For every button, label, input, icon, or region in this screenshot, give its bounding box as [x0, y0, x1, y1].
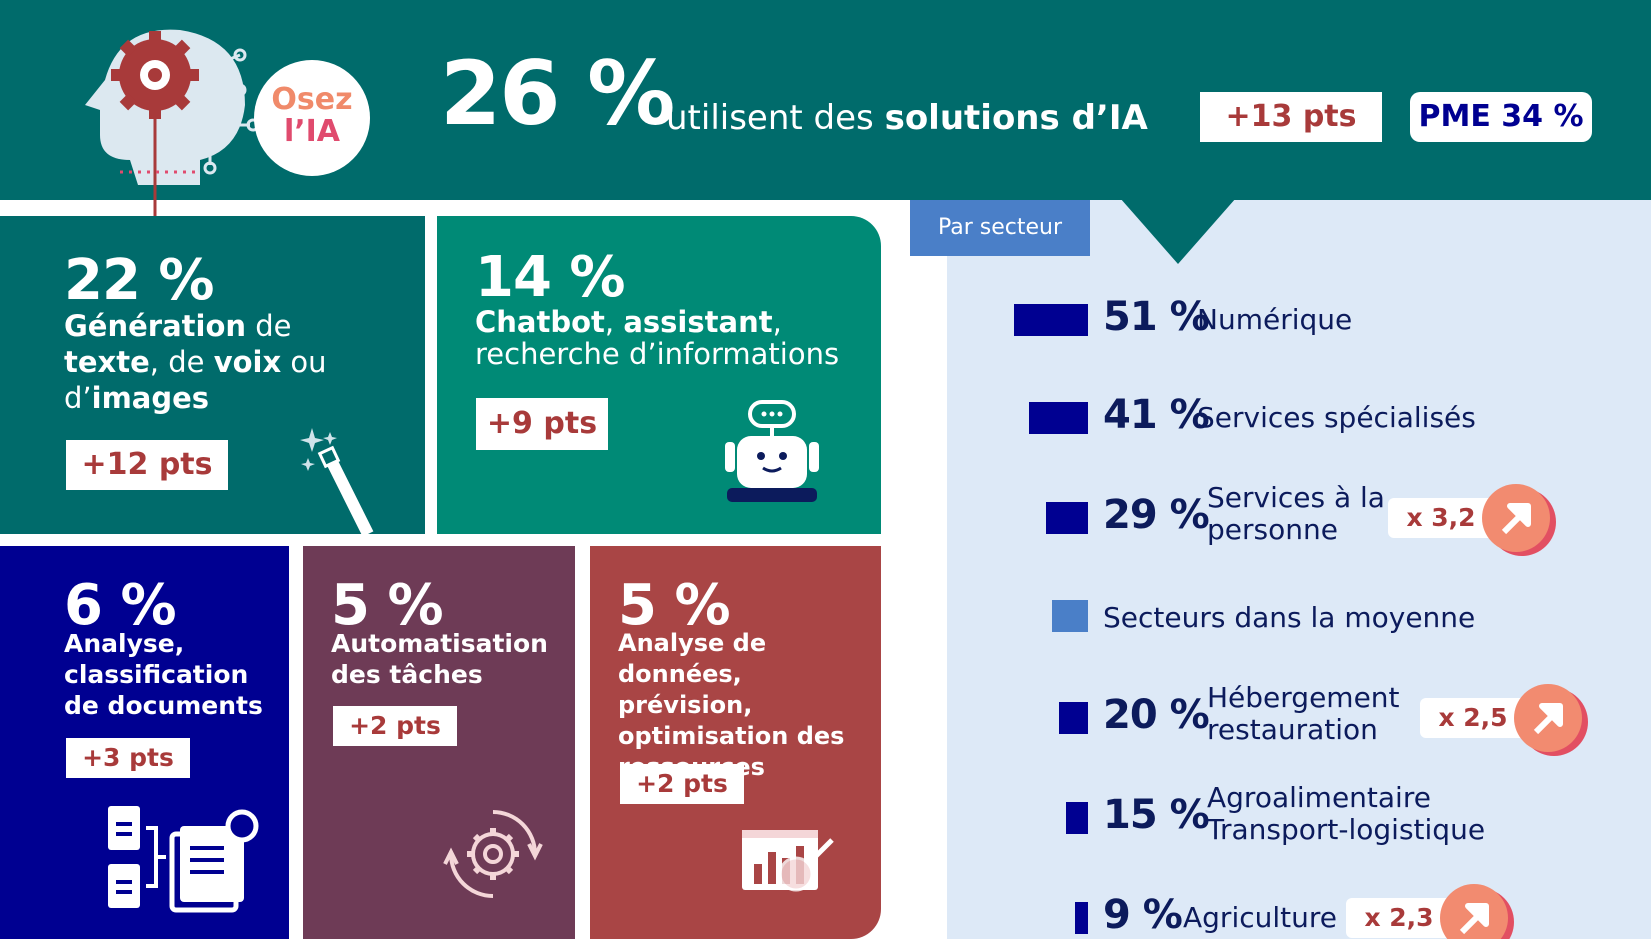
tile-evolution-badge: +12 pts — [66, 440, 228, 490]
tile-text-generation: 22 % Génération de texte, de voix ou d’i… — [0, 216, 425, 534]
headline-text-prefix: utilisent des — [666, 98, 874, 138]
sector-category-label: Services spécialisés — [1197, 402, 1476, 434]
sector-category-label: Hébergement restauration — [1207, 682, 1400, 746]
sector-multiplier-badge: x 2,5 — [1420, 698, 1526, 738]
desc-text-3: ou — [281, 345, 327, 379]
sector-value-label: 51 % — [1103, 294, 1210, 340]
tile-evolution-badge: +2 pts — [333, 706, 457, 746]
tile-percentage: 22 % — [64, 248, 215, 313]
desc-bold-4: images — [91, 381, 210, 415]
sector-label-line-1: Numérique — [1197, 303, 1353, 336]
sector-label-line-1: Services spécialisés — [1197, 401, 1476, 434]
sector-tab[interactable]: Par secteur — [910, 200, 1090, 256]
growth-arrow-icon — [1440, 884, 1508, 939]
osez-ia-logo: Osez l’IA — [254, 60, 370, 176]
sector-label-line-2: restauration — [1207, 713, 1378, 746]
robot-icon — [725, 400, 819, 502]
sector-label-line-1: Hébergement — [1207, 681, 1400, 714]
tile-percentage: 5 % — [331, 573, 444, 638]
magic-wand-icon — [300, 428, 374, 534]
sector-label-line-2: Transport-logistique — [1207, 813, 1486, 846]
tile-description: Automatisation des tâches — [331, 628, 571, 690]
desc-text-1: , — [604, 305, 624, 339]
growth-arrow-icon — [1514, 684, 1582, 752]
desc-text-2: , — [772, 305, 782, 339]
logo-line-2: l’IA — [283, 114, 341, 149]
desc-line-2: classification — [64, 660, 249, 689]
sector-bar-3 — [1052, 600, 1088, 632]
sector-label-line-1: Agroalimentaire — [1207, 781, 1431, 814]
sector-value-label: 29 % — [1103, 492, 1210, 538]
desc-line-1: Automatisation — [331, 629, 548, 658]
desc-bold-1: Génération — [64, 309, 247, 343]
logo-line-1: Osez — [271, 82, 353, 117]
sector-bar-1 — [1029, 402, 1088, 434]
desc-bold-2: assistant — [623, 305, 773, 339]
tile-evolution-badge: +9 pts — [476, 398, 608, 450]
sector-category-label: Secteurs dans la moyenne — [1103, 602, 1475, 634]
sector-category-label: Numérique — [1197, 304, 1352, 336]
sector-bar-2 — [1046, 502, 1088, 534]
sector-value-label: 41 % — [1103, 392, 1210, 438]
sector-bar-4 — [1059, 702, 1088, 734]
desc-line-2: des tâches — [331, 660, 483, 689]
data-chart-icon — [742, 830, 834, 892]
sector-value-label: 9 % — [1103, 892, 1183, 938]
tile-percentage: 6 % — [64, 573, 177, 638]
headline-percentage: 26 % — [440, 42, 675, 145]
tile-percentage: 5 % — [618, 573, 731, 638]
tile-description: Chatbot, assistant, recherche d’informat… — [475, 306, 875, 370]
sector-value-label: 20 % — [1103, 692, 1210, 738]
desc-line-1: Analyse, — [64, 629, 185, 658]
tile-evolution-badge: +3 pts — [66, 738, 190, 778]
desc-bold-3: voix — [213, 345, 282, 379]
tile-description: Génération de texte, de voix ou d’images — [64, 308, 394, 416]
desc-line-3: de documents — [64, 691, 263, 720]
panel-left-gutter — [910, 256, 947, 939]
tile-description: Analyse, classification de documents — [64, 628, 284, 721]
headline-text-bold: solutions d’IA — [884, 98, 1148, 138]
tile-chatbot: 14 % Chatbot, assistant, recherche d’inf… — [437, 216, 881, 534]
documents-icon — [108, 806, 259, 913]
pme-badge: PME 34 % — [1410, 92, 1592, 142]
sector-category-label: Agroalimentaire Transport-logistique — [1207, 782, 1485, 846]
tile-description: Analyse de données, prévision, optimisat… — [618, 628, 878, 783]
tile-document-analysis: 6 % Analyse, classification de documents… — [0, 546, 289, 939]
desc-line-3: optimisation des — [618, 722, 845, 750]
tile-percentage: 14 % — [475, 245, 626, 310]
sector-bar-6 — [1075, 902, 1088, 934]
sector-label-line-1: Services à la — [1207, 481, 1385, 514]
sector-label-line-1: Secteurs dans la moyenne — [1103, 601, 1476, 634]
automation-gear-icon — [443, 810, 543, 898]
desc-line-2: recherche d’informations — [475, 337, 840, 371]
desc-text-4: d’ — [64, 381, 92, 415]
sector-category-label: Services à la personne — [1207, 482, 1385, 546]
growth-arrow-icon — [1482, 484, 1550, 552]
ai-head-icon — [85, 29, 260, 233]
desc-text-1: de — [246, 309, 292, 343]
desc-bold-2: texte — [64, 345, 150, 379]
headline-text: utilisent des solutions d’IA — [666, 98, 1148, 138]
header-pointer — [1120, 198, 1236, 264]
desc-line-2: données, prévision, — [618, 660, 753, 719]
sector-category-label: Agriculture — [1183, 902, 1337, 934]
desc-text-2: , de — [149, 345, 214, 379]
sector-label-line-1: Agriculture — [1183, 901, 1337, 934]
sector-value-label: 15 % — [1103, 792, 1210, 838]
sector-bar-5 — [1066, 802, 1088, 834]
headline-evolution-badge: +13 pts — [1200, 92, 1382, 142]
desc-line-1: Analyse de — [618, 629, 767, 657]
desc-bold-1: Chatbot — [475, 305, 605, 339]
tile-task-automation: 5 % Automatisation des tâches +2 pts — [303, 546, 575, 939]
sector-multiplier-badge: x 3,2 — [1388, 498, 1494, 538]
sector-label-line-2: personne — [1207, 513, 1338, 546]
sector-multiplier-badge: x 2,3 — [1346, 898, 1452, 938]
sector-bar-0 — [1014, 304, 1088, 336]
tile-evolution-badge: +2 pts — [620, 764, 744, 804]
tile-data-analysis: 5 % Analyse de données, prévision, optim… — [590, 546, 881, 939]
